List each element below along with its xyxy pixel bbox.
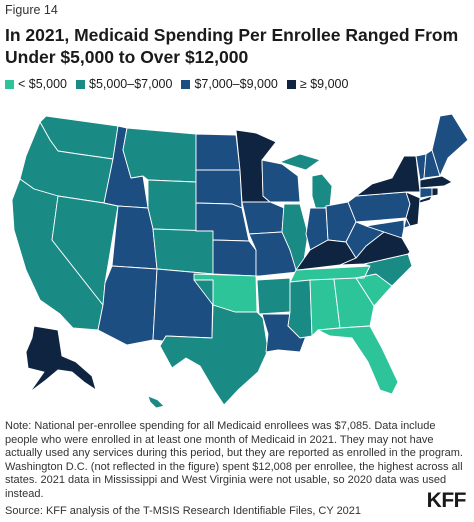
state-ri[interactable] [431, 187, 439, 197]
legend-swatch [286, 79, 296, 89]
footnote: Note: National per-enrollee spending for… [5, 420, 463, 500]
state-nc[interactable] [355, 253, 413, 287]
legend-item-5000-7000: $5,000–$7,000 [76, 77, 172, 91]
state-ms[interactable] [287, 279, 313, 339]
legend-item-7000-9000: $7,000–$9,000 [181, 77, 278, 91]
state-hi[interactable] [147, 395, 165, 409]
state-me[interactable] [431, 113, 469, 177]
legend-swatch [76, 79, 86, 89]
state-ma[interactable] [419, 175, 453, 189]
state-az[interactable] [97, 265, 158, 346]
legend-item-under-5000: < $5,000 [5, 77, 67, 91]
legend-label: < $5,000 [18, 77, 68, 91]
state-tx[interactable] [159, 279, 269, 406]
state-ak[interactable] [25, 325, 97, 393]
figure-label: Figure 14 [5, 3, 58, 17]
us-map-svg [11, 113, 469, 409]
state-de[interactable] [403, 217, 411, 229]
state-ct[interactable] [419, 187, 433, 199]
legend-label: ≥ $9,000 [299, 77, 349, 91]
us-map [0, 100, 474, 415]
state-ks[interactable] [212, 239, 257, 277]
state-pa[interactable] [347, 191, 411, 223]
state-wi[interactable] [261, 159, 301, 203]
chart-title: In 2021, Medicaid Spending Per Enrollee … [5, 25, 459, 67]
state-fl[interactable] [317, 325, 399, 395]
state-wy[interactable] [147, 179, 197, 232]
state-mt[interactable] [122, 127, 197, 183]
legend-swatch [5, 79, 14, 89]
state-sd[interactable] [195, 169, 243, 209]
source-line: Source: KFF analysis of the T-MSIS Resea… [5, 505, 362, 517]
legend-item-9000-plus: ≥ $9,000 [286, 77, 349, 91]
state-md[interactable] [365, 219, 405, 239]
legend-swatch [181, 79, 191, 89]
state-ia[interactable] [241, 201, 285, 235]
state-co[interactable] [152, 228, 214, 275]
legend-label: $7,000–$9,000 [194, 77, 278, 91]
kff-logo: KFF [426, 489, 467, 512]
state-ar[interactable] [256, 277, 291, 315]
legend: < $5,000 $5,000–$7,000 $7,000–$9,000 ≥ $… [5, 77, 357, 91]
legend-label: $5,000–$7,000 [89, 77, 173, 91]
state-nd[interactable] [195, 133, 241, 171]
